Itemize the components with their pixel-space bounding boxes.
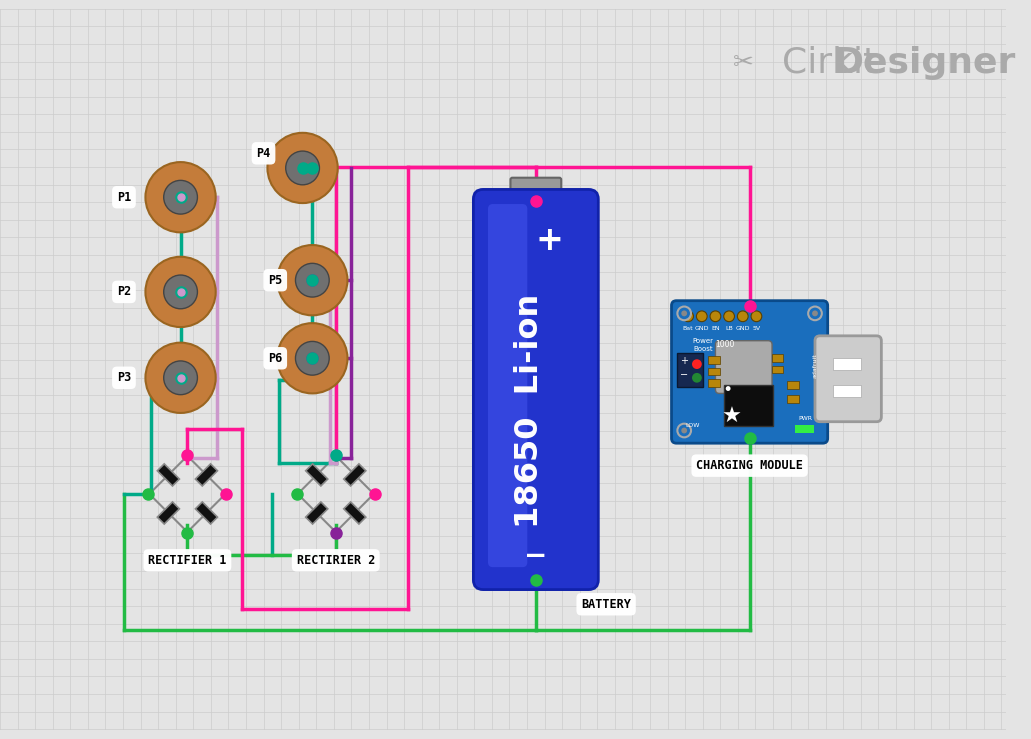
Bar [196,464,218,486]
Circle shape [681,428,687,434]
Circle shape [267,133,338,203]
FancyBboxPatch shape [677,353,703,386]
Circle shape [677,423,691,437]
Text: RECTIRIER 2: RECTIRIER 2 [297,554,375,567]
Text: ★: ★ [722,407,742,427]
Text: Cirkit: Cirkit [781,46,877,80]
Text: Boost: Boost [693,346,712,352]
Bar [158,464,179,486]
Circle shape [808,307,822,320]
Circle shape [683,311,694,321]
Text: LB: LB [725,327,733,332]
Bar [305,502,328,524]
Text: LOW: LOW [686,423,700,428]
Text: Power: Power [692,338,713,344]
Bar [305,464,328,486]
Circle shape [681,310,687,316]
FancyBboxPatch shape [510,177,561,201]
FancyBboxPatch shape [795,425,813,433]
Bar [343,502,366,524]
Text: −: − [680,370,689,380]
Circle shape [277,323,347,393]
Circle shape [726,386,731,391]
FancyBboxPatch shape [473,189,598,590]
Text: EN: EN [711,327,720,332]
Text: P2: P2 [117,285,131,299]
FancyBboxPatch shape [788,381,799,389]
Text: −: − [524,542,547,571]
FancyBboxPatch shape [788,395,799,403]
Circle shape [737,311,749,321]
Text: CHARGING MODULE: CHARGING MODULE [696,459,803,472]
Text: P3: P3 [117,371,131,384]
FancyBboxPatch shape [488,204,527,567]
Circle shape [751,311,762,321]
Circle shape [277,245,347,316]
Circle shape [145,256,215,327]
Text: GND: GND [735,327,750,332]
Text: 5V: 5V [753,327,761,332]
Text: P5: P5 [268,273,282,287]
Text: GND: GND [695,327,709,332]
Text: adafruit: adafruit [812,354,818,378]
Circle shape [696,311,707,321]
Bar [196,502,218,524]
Bar [158,502,179,524]
FancyBboxPatch shape [771,354,784,361]
Circle shape [164,275,197,309]
Text: ✂: ✂ [733,50,755,75]
Text: 18650  Li-ion: 18650 Li-ion [514,294,545,528]
FancyBboxPatch shape [833,385,861,397]
Circle shape [724,311,734,321]
Circle shape [296,263,329,297]
Text: +: + [680,356,689,366]
Circle shape [145,343,215,413]
Circle shape [286,151,320,185]
FancyBboxPatch shape [671,301,828,443]
FancyBboxPatch shape [771,366,784,373]
Text: P4: P4 [257,147,271,160]
FancyBboxPatch shape [724,384,773,426]
Circle shape [692,359,702,369]
Circle shape [677,307,691,320]
Text: PWR: PWR [798,416,812,421]
Text: RECTIFIER 1: RECTIFIER 1 [148,554,227,567]
Text: +: + [535,224,564,256]
FancyBboxPatch shape [708,379,720,387]
Text: Designer: Designer [834,46,1017,80]
Circle shape [145,162,215,232]
Circle shape [812,310,818,316]
Text: Bat: Bat [683,327,694,332]
FancyBboxPatch shape [708,356,720,364]
Bar [343,464,366,486]
Text: P6: P6 [268,352,282,365]
FancyBboxPatch shape [814,336,882,422]
FancyBboxPatch shape [833,358,861,370]
FancyBboxPatch shape [708,367,720,375]
Circle shape [296,341,329,375]
Text: P1: P1 [117,191,131,204]
Circle shape [164,361,197,395]
Circle shape [692,373,702,383]
FancyBboxPatch shape [716,341,772,393]
Text: 1000: 1000 [716,340,735,349]
Circle shape [164,180,197,214]
Text: BATTERY: BATTERY [581,598,631,610]
Circle shape [710,311,721,321]
